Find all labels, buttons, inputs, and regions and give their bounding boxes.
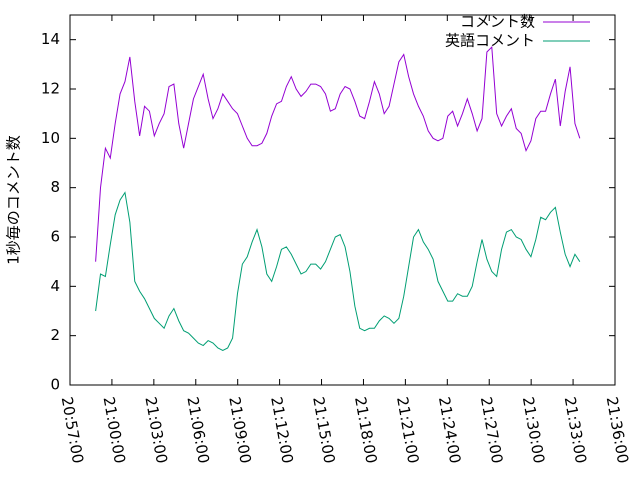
y-tick-label: 6 <box>50 228 60 246</box>
x-tick-label: 21:15:00 <box>309 395 338 464</box>
x-tick-label: 21:30:00 <box>519 395 548 464</box>
x-tick-label: 21:06:00 <box>183 395 212 464</box>
x-tick-label: 21:21:00 <box>393 395 422 464</box>
x-tick-label: 21:18:00 <box>351 395 380 464</box>
x-tick-label: 20:57:00 <box>58 395 87 464</box>
y-tick-label: 0 <box>50 376 60 394</box>
x-tick-label: 21:12:00 <box>267 395 296 464</box>
x-tick-label: 21:36:00 <box>603 395 632 464</box>
y-axis-label: 1秒毎のコメント数 <box>5 135 23 265</box>
x-tick-label: 21:00:00 <box>100 395 129 464</box>
y-tick-label: 14 <box>41 30 60 48</box>
x-tick-label: 21:24:00 <box>435 395 464 464</box>
y-tick-label: 8 <box>50 178 60 196</box>
y-tick-label: 12 <box>41 80 60 98</box>
y-tick-label: 4 <box>50 277 60 295</box>
series-line <box>95 191 581 352</box>
series-line <box>95 45 581 262</box>
legend-label: コメント数 <box>460 13 535 31</box>
x-tick-label: 21:03:00 <box>141 395 170 464</box>
x-tick-label: 21:09:00 <box>225 395 254 464</box>
legend-label: 英語コメント <box>445 32 535 50</box>
y-tick-label: 10 <box>41 129 60 147</box>
x-tick-label: 21:33:00 <box>561 395 590 464</box>
x-tick-label: 21:27:00 <box>477 395 506 464</box>
y-tick-label: 2 <box>50 326 60 344</box>
plot-border <box>69 14 616 386</box>
